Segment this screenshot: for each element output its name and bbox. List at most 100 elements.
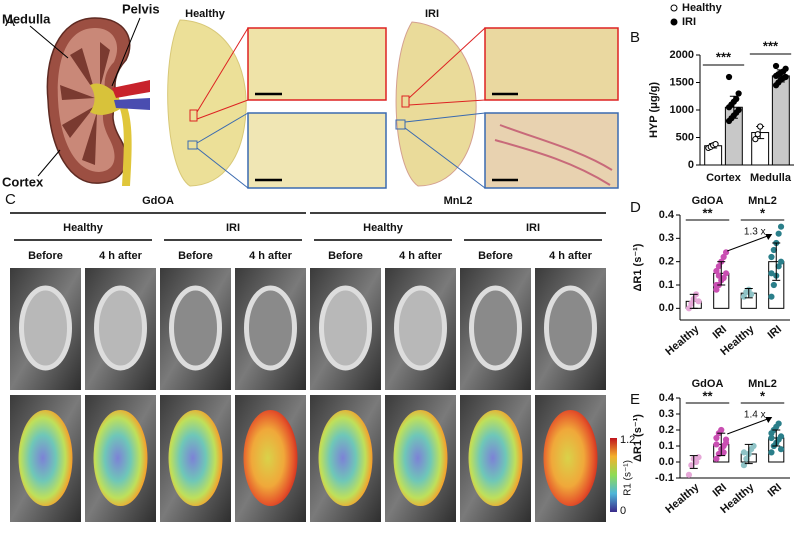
timepoint-label: Before — [478, 250, 513, 262]
condition-label: Healthy — [363, 222, 404, 234]
timepoint-label: 4 h after — [399, 250, 443, 262]
kidney-mri — [319, 285, 372, 371]
y-tick-label: 0.0 — [659, 302, 674, 314]
data-point — [720, 253, 727, 261]
x-tick-label: Healthy — [663, 323, 702, 358]
data-point — [713, 434, 720, 442]
histology-title: Healthy — [185, 8, 226, 20]
data-point — [777, 446, 785, 453]
data-point — [713, 267, 720, 275]
r1-map — [243, 410, 298, 506]
data-point — [722, 270, 730, 277]
data-point — [768, 253, 775, 261]
data-point — [725, 73, 733, 81]
timepoint-label: 4 h after — [99, 250, 143, 262]
x-tick-label: IRI — [766, 481, 784, 499]
timepoint-label: Before — [28, 250, 63, 262]
y-tick-label: -0.1 — [655, 472, 674, 484]
x-tick-label: IRI — [711, 481, 729, 499]
significance: *** — [763, 38, 779, 53]
kidney-mri — [244, 285, 297, 371]
data-point — [735, 106, 742, 114]
fold-change: 1.4 x — [744, 410, 766, 421]
data-point — [688, 462, 695, 469]
agent-label: MnL2 — [444, 195, 473, 207]
legend-marker — [670, 4, 678, 12]
data-point — [735, 90, 742, 97]
data-point — [712, 141, 719, 148]
data-point — [775, 230, 782, 237]
timepoint-label: 4 h after — [249, 250, 293, 262]
x-tick-label: Cortex — [706, 172, 742, 184]
histology-title: IRI — [425, 8, 439, 20]
data-point — [775, 420, 782, 427]
fold-change: 1.3 x — [744, 227, 766, 238]
kidney-mri — [544, 285, 597, 371]
y-tick-label: 0 — [688, 159, 694, 171]
r1-map — [93, 410, 148, 506]
fold-arrow — [727, 417, 771, 435]
kidney-mri — [94, 285, 147, 371]
panel-label: B — [630, 29, 640, 46]
y-tick-label: 1000 — [670, 104, 694, 116]
kidney-mri — [169, 285, 222, 371]
condition-label: IRI — [226, 222, 240, 234]
legend-marker — [670, 18, 678, 26]
data-point — [777, 223, 785, 230]
data-point — [768, 270, 775, 277]
y-axis-label: ΔR1 (s⁻¹) — [632, 243, 644, 291]
r1-map — [468, 410, 523, 506]
y-tick-label: 0.2 — [659, 256, 674, 268]
y-tick-label: 0.3 — [659, 232, 674, 244]
fold-arrow-head — [765, 234, 773, 240]
data-point — [768, 434, 775, 442]
data-point — [770, 246, 777, 254]
x-tick-label: IRI — [766, 323, 784, 341]
group-label: MnL2 — [748, 378, 777, 390]
group-label: MnL2 — [748, 195, 777, 207]
y-tick-label: 0.2 — [659, 424, 674, 436]
kidney-illustration — [29, 17, 150, 186]
significance: *** — [716, 49, 732, 64]
data-point — [713, 441, 720, 448]
legend-label: IRI — [682, 16, 696, 28]
anatomy-label: Pelvis — [122, 1, 160, 16]
y-axis-label: ΔR1 (s⁻¹) — [632, 414, 644, 462]
agent-label: GdOA — [142, 195, 174, 207]
x-tick-label: IRI — [711, 323, 729, 341]
r1-map — [543, 410, 598, 506]
data-point — [754, 131, 761, 138]
data-point — [782, 65, 789, 72]
condition-label: Healthy — [63, 222, 104, 234]
panel-label: D — [630, 199, 641, 216]
r1-map — [168, 410, 223, 506]
colorbar-label: R1 (s⁻¹) — [623, 460, 634, 496]
x-tick-label: Healthy — [663, 481, 702, 516]
timepoint-label: Before — [328, 250, 363, 262]
y-tick-label: 0.4 — [659, 209, 675, 221]
data-point — [768, 449, 775, 456]
data-point — [695, 298, 702, 305]
fold-arrow-head — [765, 417, 773, 423]
y-tick-label: 1500 — [670, 76, 694, 88]
data-point — [777, 258, 785, 265]
data-point — [715, 272, 722, 279]
y-tick-label: 0.1 — [659, 279, 674, 291]
group-label: GdOA — [692, 195, 724, 207]
kidney-mri — [469, 285, 522, 371]
colorbar — [610, 438, 617, 512]
data-point — [768, 293, 775, 300]
legend-label: Healthy — [682, 2, 723, 14]
colorbar-min: 0 — [620, 505, 626, 517]
significance: * — [760, 205, 766, 220]
data-point — [770, 281, 777, 289]
y-tick-label: 500 — [676, 131, 694, 143]
timepoint-label: 4 h after — [549, 250, 593, 262]
data-point — [748, 291, 755, 298]
anatomy-label: Medulla — [2, 11, 51, 26]
bar — [771, 75, 790, 166]
y-tick-label: 2000 — [670, 49, 694, 61]
data-point — [733, 95, 740, 103]
